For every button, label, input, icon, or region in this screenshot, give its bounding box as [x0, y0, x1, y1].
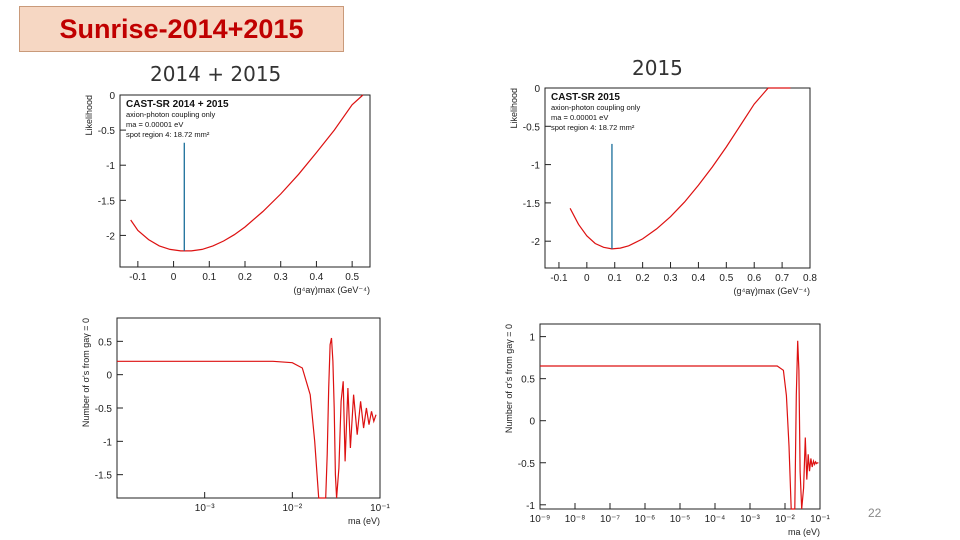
x-tick-label: 10⁻⁹: [530, 514, 551, 525]
x-tick-label: 10⁻³: [195, 503, 215, 514]
y-axis-title: Number of σ's from gaγ = 0: [504, 324, 514, 433]
y-tick-label: -2: [106, 231, 115, 242]
y-tick-label: -0.5: [518, 459, 536, 470]
x-tick-label: 0.4: [691, 273, 705, 284]
x-tick-label: 0: [171, 272, 177, 283]
slide-title-box: Sunrise-2014+2015: [19, 6, 344, 52]
page-number: 22: [868, 506, 882, 520]
x-tick-label: 10⁻¹: [370, 503, 390, 514]
y-tick-label: 0.5: [98, 337, 112, 348]
data-series-line: [117, 337, 377, 499]
y-tick-label: -1.5: [523, 199, 541, 210]
y-tick-label: 0: [534, 84, 540, 95]
legend-line: axion-photon coupling only: [126, 110, 215, 119]
x-tick-label: 0.1: [202, 272, 216, 283]
x-tick-label: 0.6: [747, 273, 761, 284]
data-series-line: [540, 340, 819, 510]
x-tick-label: 10⁻²: [775, 514, 795, 525]
y-tick-label: -2: [531, 237, 540, 248]
y-axis-title: Number of σ's from gaγ = 0: [81, 318, 91, 427]
x-tick-label: 0.5: [345, 272, 359, 283]
x-tick-label: 0.3: [274, 272, 288, 283]
y-tick-label: -1: [531, 161, 540, 172]
x-axis-title: (g⁴aγ)max (GeV⁻⁴): [294, 285, 371, 295]
x-tick-label: 0.2: [636, 273, 650, 284]
legend-line: axion-photon coupling only: [551, 103, 640, 112]
y-tick-label: -0.5: [95, 404, 113, 415]
y-tick-label: -1.5: [98, 196, 116, 207]
x-axis-title: ma (eV): [788, 527, 820, 537]
x-tick-label: 0.8: [803, 273, 817, 284]
left-column-label: 2014 + 2015: [150, 62, 282, 86]
right-column-label: 2015: [632, 56, 683, 80]
y-tick-label: 1: [529, 333, 535, 344]
x-tick-label: 0.5: [719, 273, 733, 284]
y-tick-label: -1: [106, 161, 115, 172]
x-tick-label: 0.2: [238, 272, 252, 283]
x-tick-label: 0: [584, 273, 590, 284]
x-axis-title: ma (eV): [348, 516, 380, 526]
y-tick-label: -1.5: [95, 471, 113, 482]
legend-line: ma = 0.00001 eV: [126, 120, 183, 129]
data-series-line: [130, 94, 364, 252]
x-tick-label: 10⁻⁶: [635, 514, 656, 525]
plot-frame: [539, 323, 821, 510]
y-tick-label: -1: [103, 437, 112, 448]
x-tick-label: 10⁻¹: [810, 514, 830, 525]
y-tick-label: 0: [109, 91, 115, 102]
x-tick-label: 10⁻⁴: [705, 514, 726, 525]
x-axis-title: (g⁴aγ)max (GeV⁻⁴): [734, 286, 811, 296]
legend-line: CAST-SR 2015: [551, 92, 620, 103]
x-tick-label: 0.7: [775, 273, 789, 284]
y-tick-label: -0.5: [98, 126, 116, 137]
x-tick-label: 0.1: [608, 273, 622, 284]
y-tick-label: 0: [106, 371, 112, 382]
y-tick-label: 0.5: [521, 375, 535, 386]
x-tick-label: 10⁻⁵: [670, 514, 691, 525]
x-tick-label: 10⁻³: [740, 514, 760, 525]
x-tick-label: 10⁻²: [282, 503, 302, 514]
y-tick-label: 0: [529, 417, 535, 428]
slide-title: Sunrise-2014+2015: [59, 13, 304, 44]
y-axis-title: Likelihood: [509, 88, 519, 129]
x-tick-label: -0.1: [129, 272, 147, 283]
legend-line: spot region 4: 18.72 mm²: [551, 123, 635, 132]
y-axis-title: Likelihood: [84, 95, 94, 136]
y-tick-label: -0.5: [523, 122, 541, 133]
x-tick-label: 10⁻⁸: [565, 514, 586, 525]
x-tick-label: -0.1: [550, 273, 568, 284]
x-tick-label: 10⁻⁷: [600, 514, 620, 525]
legend-line: CAST-SR 2014 + 2015: [126, 99, 229, 110]
legend-line: spot region 4: 18.72 mm²: [126, 130, 210, 139]
x-tick-label: 0.3: [664, 273, 678, 284]
plot-frame: [544, 87, 811, 269]
data-series-line: [569, 87, 791, 250]
legend-line: ma = 0.00001 eV: [551, 113, 608, 122]
x-tick-label: 0.4: [309, 272, 323, 283]
y-tick-label: -1: [526, 501, 535, 512]
